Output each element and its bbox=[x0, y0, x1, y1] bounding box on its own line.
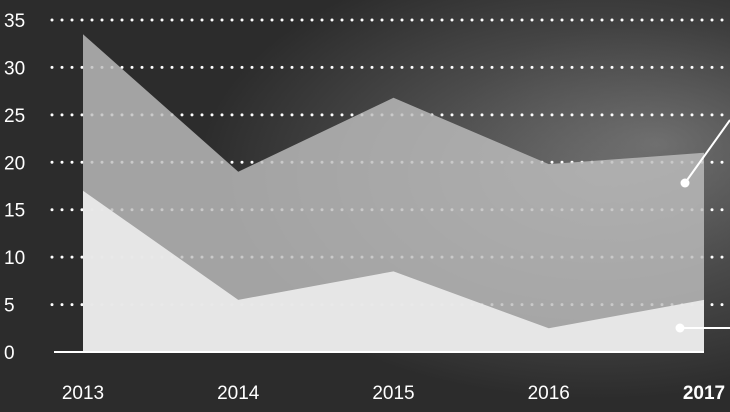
x-tick-label-2014: 2014 bbox=[217, 383, 260, 404]
x-axis-ticks: 2013 2014 2015 2016 2017 bbox=[62, 383, 725, 404]
y-tick-label-5: 5 bbox=[4, 296, 15, 317]
y-tick-label-30: 30 bbox=[4, 58, 25, 79]
x-tick-label-2013: 2013 bbox=[62, 383, 104, 404]
y-tick-label-25: 25 bbox=[4, 106, 25, 127]
y-tick-label-10: 10 bbox=[4, 248, 25, 269]
area-series-1 bbox=[83, 34, 704, 352]
y-axis-ticks: 0 5 10 15 20 25 30 35 bbox=[4, 11, 25, 364]
y-tick-label-35: 35 bbox=[4, 11, 25, 32]
callout-dot-1 bbox=[680, 178, 690, 188]
callout-line-1 bbox=[684, 119, 730, 184]
x-tick-label-2016: 2016 bbox=[528, 383, 570, 404]
y-tick-label-15: 15 bbox=[4, 201, 25, 222]
annotations bbox=[675, 119, 730, 333]
callout-dot-2 bbox=[675, 323, 685, 333]
x-tick-label-2017: 2017 bbox=[683, 383, 725, 404]
area-series-2 bbox=[83, 190, 704, 352]
x-tick-label-2015: 2015 bbox=[372, 383, 414, 404]
y-tick-label-0: 0 bbox=[4, 343, 15, 364]
area-series bbox=[83, 34, 704, 352]
y-tick-label-20: 20 bbox=[4, 153, 25, 174]
